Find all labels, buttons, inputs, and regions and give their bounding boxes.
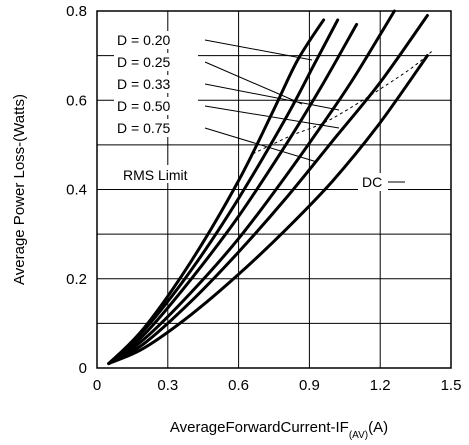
series-line-0 bbox=[107, 18, 326, 365]
x-tick-label-5: 1.5 bbox=[441, 377, 462, 394]
series-line-2 bbox=[107, 22, 359, 365]
annotation-leader-1 bbox=[204, 61, 303, 105]
y-tick-label-3: 0.6 bbox=[66, 92, 87, 109]
rms-limit-line bbox=[252, 50, 433, 155]
tick-labels: 0 0.3 0.6 0.9 1.2 1.5 0 0.2 0.4 0.6 0.8 bbox=[66, 3, 461, 394]
annotation-label-dc: DC bbox=[362, 174, 382, 190]
y-tick-label-0: 0 bbox=[79, 360, 87, 377]
series-line-1 bbox=[107, 18, 340, 365]
annotation-leader-4 bbox=[204, 127, 318, 163]
y-tick-label-4: 0.8 bbox=[66, 3, 87, 20]
y-tick-label-1: 0.2 bbox=[66, 271, 87, 288]
annotation-leader-3 bbox=[204, 105, 340, 129]
x-tick-label-0: 0 bbox=[93, 377, 101, 394]
y-axis-title: Average Power Loss-(Watts) bbox=[11, 94, 28, 285]
x-tick-label-4: 1.2 bbox=[370, 377, 391, 394]
annotation-bg-2 bbox=[114, 75, 198, 93]
annotation-bg-3 bbox=[114, 97, 198, 115]
annotation-label-0: D = 0.20 bbox=[117, 32, 171, 48]
annotation-label-1: D = 0.25 bbox=[117, 54, 171, 70]
y-tick-label-2: 0.4 bbox=[66, 182, 87, 199]
annotation-bg-4 bbox=[114, 119, 198, 137]
rms-limit-label: RMS Limit bbox=[123, 167, 188, 183]
x-axis-title-main: AverageForwardCurrent-IF bbox=[170, 419, 349, 436]
x-tick-label-1: 0.3 bbox=[157, 377, 178, 394]
annotation-leader-2 bbox=[204, 83, 340, 111]
plot-frame bbox=[96, 10, 452, 369]
x-tick-label-2: 0.6 bbox=[228, 377, 249, 394]
annotation-label-4: D = 0.75 bbox=[117, 120, 171, 136]
series-line-5 bbox=[107, 54, 429, 365]
x-axis-title-unit: (A) bbox=[368, 419, 388, 436]
annotation-label-3: D = 0.50 bbox=[117, 98, 171, 114]
series-line-4 bbox=[107, 14, 429, 365]
annotation-bg-dc bbox=[358, 173, 388, 191]
annotation-leader-0 bbox=[204, 39, 313, 61]
series-line-3 bbox=[107, 9, 396, 365]
annotation-label-2: D = 0.33 bbox=[117, 76, 171, 92]
x-tick-label-3: 0.9 bbox=[299, 377, 320, 394]
rms-label-bg bbox=[117, 165, 213, 183]
rms-limit-curve bbox=[252, 50, 433, 155]
annotation-bg-0 bbox=[114, 31, 198, 49]
annotations: D = 0.20 D = 0.25 D = 0.33 D = 0.50 D = 0.75… bbox=[114, 31, 405, 191]
series-lines bbox=[107, 9, 429, 365]
annotation-bg-1 bbox=[114, 53, 198, 71]
x-axis-title-subscript: (AV) bbox=[349, 430, 368, 441]
x-axis-title: AverageForwardCurrent-IF(AV)(A) bbox=[170, 419, 388, 441]
